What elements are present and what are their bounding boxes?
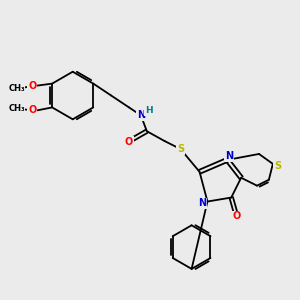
- Text: O: O: [232, 212, 240, 221]
- Text: CH₃: CH₃: [8, 104, 25, 113]
- Text: N: N: [225, 151, 233, 161]
- Text: N: N: [137, 110, 145, 120]
- Text: S: S: [177, 144, 184, 154]
- Text: O: O: [28, 105, 36, 116]
- Text: CH₃: CH₃: [8, 84, 25, 93]
- Text: O: O: [28, 81, 36, 91]
- Text: S: S: [274, 161, 281, 171]
- Text: N: N: [198, 199, 207, 208]
- Text: H: H: [145, 106, 153, 115]
- Text: O: O: [125, 137, 133, 147]
